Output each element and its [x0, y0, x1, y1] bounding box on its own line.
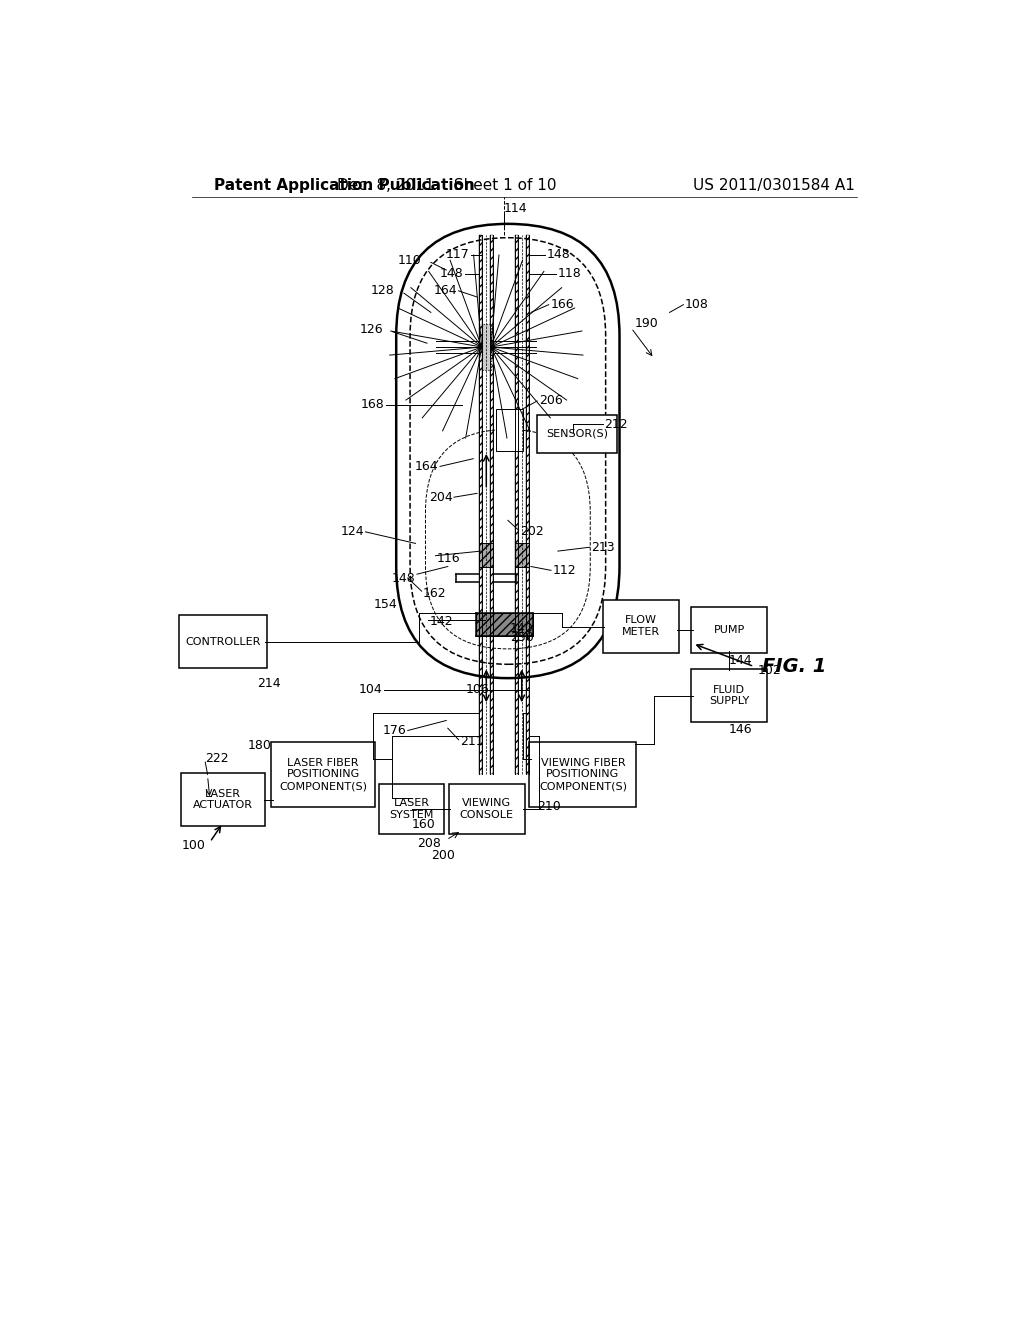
Text: 124: 124 [340, 525, 364, 539]
Text: 202: 202 [520, 525, 544, 539]
Text: 206: 206 [539, 395, 562, 408]
FancyBboxPatch shape [529, 742, 637, 807]
FancyBboxPatch shape [497, 409, 523, 451]
Text: 142: 142 [429, 615, 453, 628]
Text: SENSOR(S): SENSOR(S) [546, 429, 608, 438]
FancyBboxPatch shape [691, 669, 767, 722]
FancyBboxPatch shape [271, 742, 375, 807]
Text: 176: 176 [383, 723, 407, 737]
Text: 108: 108 [685, 298, 709, 312]
Text: 164: 164 [415, 459, 438, 473]
Text: 204: 204 [429, 491, 453, 504]
Text: 146: 146 [729, 723, 753, 737]
FancyBboxPatch shape [691, 607, 767, 653]
Text: PUMP: PUMP [714, 626, 744, 635]
Text: 212: 212 [604, 417, 628, 430]
Text: 112: 112 [553, 564, 577, 577]
Text: 214: 214 [258, 677, 282, 690]
Text: VIEWING
CONSOLE: VIEWING CONSOLE [460, 799, 514, 820]
Text: VIEWING FIBER
POSITIONING
COMPONENT(S): VIEWING FIBER POSITIONING COMPONENT(S) [539, 758, 627, 791]
Text: 154: 154 [374, 598, 397, 611]
Text: 110: 110 [398, 253, 422, 267]
Text: 168: 168 [360, 399, 385, 412]
Text: 166: 166 [550, 298, 573, 312]
Text: 222: 222 [205, 752, 229, 766]
Text: LASER
SYSTEM: LASER SYSTEM [389, 799, 434, 820]
Text: LASER
ACTUATOR: LASER ACTUATOR [194, 788, 253, 810]
Text: 208: 208 [417, 837, 441, 850]
Text: 118: 118 [558, 268, 582, 280]
FancyBboxPatch shape [538, 414, 617, 453]
Text: 126: 126 [359, 323, 383, 335]
Text: LASER FIBER
POSITIONING
COMPONENT(S): LASER FIBER POSITIONING COMPONENT(S) [280, 758, 367, 791]
Text: FIG. 1: FIG. 1 [762, 657, 826, 676]
FancyBboxPatch shape [449, 784, 524, 834]
Text: 106: 106 [466, 684, 489, 696]
FancyBboxPatch shape [602, 599, 679, 653]
Text: 180: 180 [248, 739, 271, 751]
Text: 102: 102 [758, 664, 782, 677]
Text: 100: 100 [182, 838, 206, 851]
Text: 117: 117 [445, 248, 469, 261]
Text: 200: 200 [431, 849, 455, 862]
Text: 104: 104 [358, 684, 382, 696]
FancyBboxPatch shape [379, 784, 444, 834]
Text: 162: 162 [423, 587, 446, 601]
Text: 250: 250 [510, 631, 535, 644]
Text: 148: 148 [392, 572, 416, 585]
Text: 211: 211 [460, 735, 483, 748]
Text: 210: 210 [538, 800, 561, 813]
Polygon shape [515, 544, 528, 566]
Text: 148: 148 [439, 268, 463, 280]
Text: 140: 140 [510, 622, 534, 635]
FancyBboxPatch shape [181, 774, 265, 826]
Text: CONTROLLER: CONTROLLER [185, 636, 261, 647]
Text: Dec. 8, 2011    Sheet 1 of 10: Dec. 8, 2011 Sheet 1 of 10 [337, 178, 556, 193]
Text: 114: 114 [504, 202, 527, 215]
Text: 164: 164 [433, 284, 457, 297]
Text: 213: 213 [591, 541, 614, 554]
Polygon shape [479, 544, 494, 566]
Text: FLOW
METER: FLOW METER [622, 615, 659, 638]
Text: 144: 144 [729, 653, 753, 667]
Text: 160: 160 [412, 818, 435, 832]
Text: FLUID
SUPPLY: FLUID SUPPLY [709, 685, 750, 706]
Polygon shape [481, 323, 490, 370]
Polygon shape [475, 612, 532, 636]
Text: US 2011/0301584 A1: US 2011/0301584 A1 [692, 178, 855, 193]
Text: 190: 190 [635, 317, 658, 330]
Text: 128: 128 [371, 284, 394, 297]
Text: Patent Application Publication: Patent Application Publication [214, 178, 474, 193]
Text: 148: 148 [547, 248, 570, 261]
FancyBboxPatch shape [179, 615, 267, 668]
Text: 116: 116 [437, 552, 461, 565]
